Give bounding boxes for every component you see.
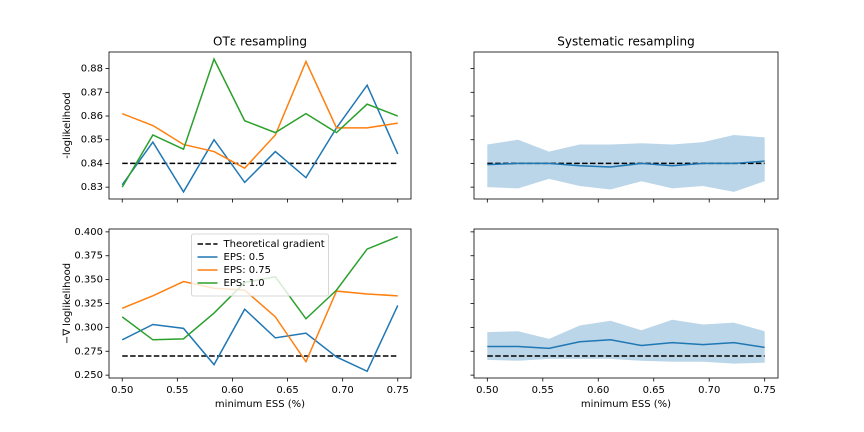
series-line bbox=[121, 83, 399, 194]
y-tick-label: 0.87 bbox=[81, 87, 103, 98]
subplot-title: Systematic resampling bbox=[557, 35, 694, 49]
x-tick-label: 0.65 bbox=[276, 385, 298, 396]
x-axis-label: minimum ESS (%) bbox=[581, 399, 671, 410]
x-tick-label: 0.55 bbox=[166, 385, 188, 396]
y-axis-label: −∇ loglikelihood bbox=[62, 263, 73, 344]
y-tick-label: 0.83 bbox=[81, 182, 103, 193]
y-tick-label: 0.86 bbox=[81, 111, 103, 122]
axes-frame bbox=[473, 228, 779, 379]
y-axis-label: -loglikelihood bbox=[62, 92, 73, 158]
y-tick-label: 0.325 bbox=[74, 299, 103, 310]
x-tick-label: 0.50 bbox=[111, 385, 133, 396]
series-line bbox=[121, 57, 399, 188]
subplot-title: OTε resampling bbox=[213, 35, 307, 49]
legend-box bbox=[191, 233, 329, 297]
y-tick-label: 0.350 bbox=[74, 275, 103, 286]
legend: Theoretical gradient EPS: 0.5 EPS: 0.75 EPS… bbox=[191, 233, 329, 297]
legend-label: EPS: 0.75 bbox=[224, 265, 272, 276]
x-tick-label: 0.70 bbox=[698, 385, 720, 396]
axes-frame bbox=[473, 51, 779, 200]
x-tick-label: 0.60 bbox=[221, 385, 243, 396]
y-tick-label: 0.250 bbox=[74, 370, 103, 381]
legend-label: Theoretical gradient bbox=[223, 239, 325, 250]
x-tick-label: 0.75 bbox=[754, 385, 776, 396]
confidence-band bbox=[487, 319, 765, 364]
y-tick-label: 0.85 bbox=[81, 135, 103, 146]
series-line bbox=[487, 160, 765, 168]
series-line bbox=[121, 305, 399, 373]
y-tick-label: 0.88 bbox=[81, 64, 103, 75]
x-tick-label: 0.50 bbox=[476, 385, 498, 396]
series-line bbox=[121, 280, 398, 364]
x-tick-label: 0.70 bbox=[332, 385, 354, 396]
x-tick-label: 0.60 bbox=[587, 385, 609, 396]
y-tick-label: 0.84 bbox=[81, 158, 103, 169]
legend-label: EPS: 0.5 bbox=[224, 252, 265, 263]
series-line bbox=[487, 339, 765, 350]
y-tick-label: 0.275 bbox=[74, 346, 103, 357]
y-tick-label: 0.400 bbox=[74, 227, 103, 238]
x-tick-label: 0.65 bbox=[643, 385, 665, 396]
series-line bbox=[121, 59, 398, 170]
x-axis-label: minimum ESS (%) bbox=[215, 399, 305, 410]
x-tick-label: 0.75 bbox=[387, 385, 409, 396]
legend-label: EPS: 1.0 bbox=[224, 278, 265, 289]
axes-frame bbox=[108, 51, 412, 200]
x-tick-label: 0.55 bbox=[532, 385, 554, 396]
axes-frame bbox=[108, 228, 412, 379]
y-tick-label: 0.375 bbox=[74, 251, 103, 262]
y-tick-label: 0.300 bbox=[74, 322, 103, 333]
